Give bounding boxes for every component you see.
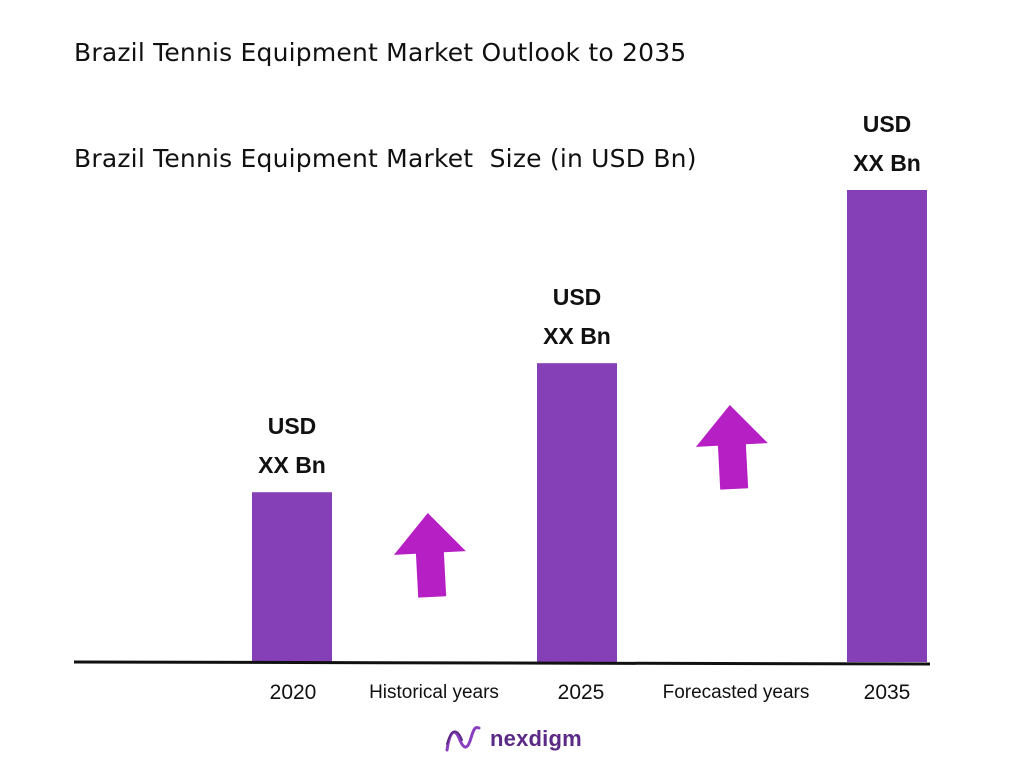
historical-years-label: Historical years: [369, 682, 499, 703]
nexdigm-logo-icon: [445, 725, 481, 752]
bar-value-label-line1: USD: [863, 111, 912, 137]
forecasted-years-label: Forecasted years: [663, 682, 810, 703]
bar-2020: [252, 492, 332, 662]
bar-value-label-line2: XX Bn: [543, 323, 611, 349]
x-axis-line: [73, 660, 931, 666]
brand-logo: nexdigm: [444, 724, 582, 754]
bar-value-label-line2: XX Bn: [853, 150, 921, 176]
x-tick-label-2020: 2020: [270, 681, 317, 704]
bar-value-label-line2: XX Bn: [258, 452, 326, 478]
bar-2035: [847, 190, 927, 662]
bar-2025: [537, 363, 617, 662]
brand-name: nexdigm: [490, 726, 582, 751]
x-tick-label-2035: 2035: [864, 681, 911, 704]
chart-title: Brazil Tennis Equipment Market Outlook t…: [74, 38, 687, 67]
x-tick-label-2025: 2025: [558, 681, 605, 704]
up-arrow-icon: [393, 513, 466, 598]
bar-value-label-line1: USD: [268, 413, 317, 439]
chart-subtitle: Brazil Tennis Equipment Market Size (in …: [74, 144, 697, 173]
bar-value-label-line1: USD: [553, 284, 602, 310]
up-arrow-icon: [695, 405, 768, 490]
